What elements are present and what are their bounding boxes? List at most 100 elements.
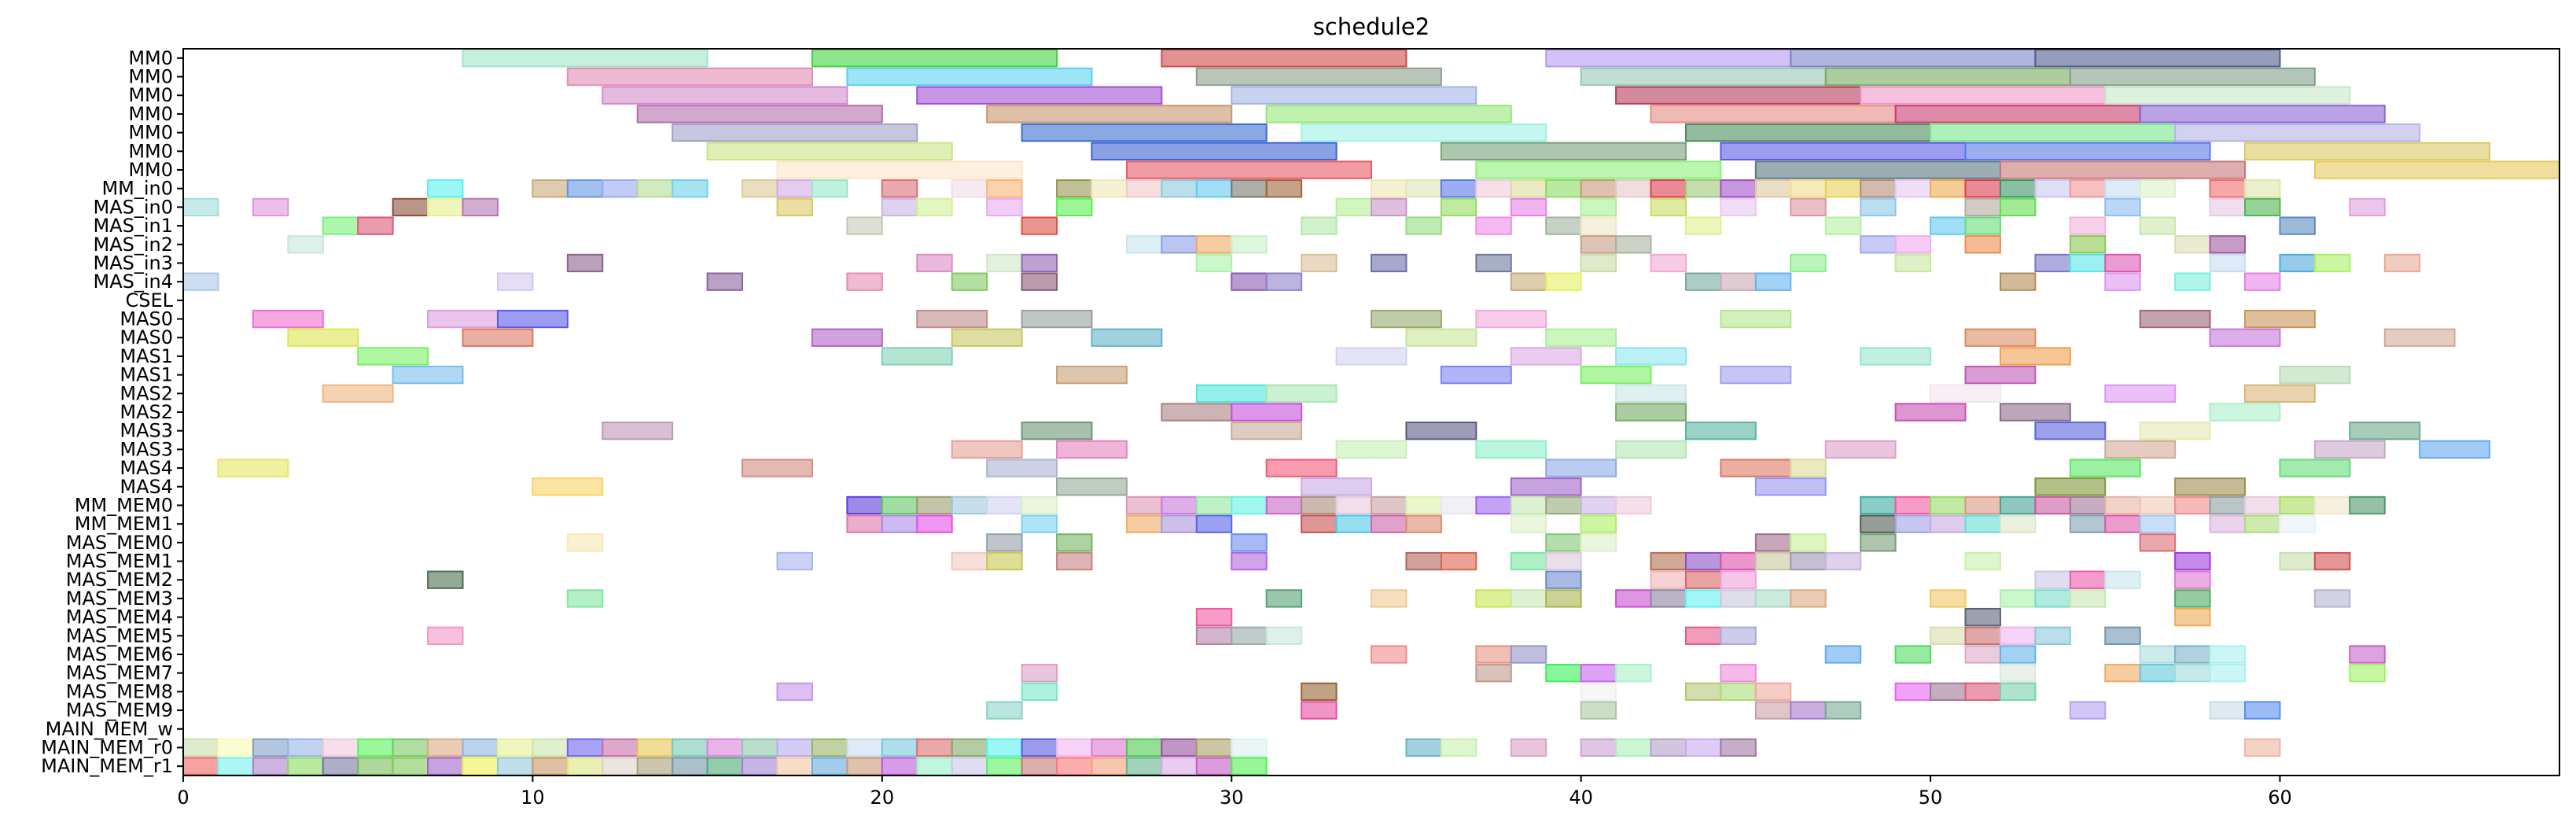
- task-bar: [2174, 664, 2211, 683]
- task-bar: [2139, 422, 2211, 440]
- task-bar: [1335, 197, 1373, 217]
- task-bar: [1894, 179, 1932, 198]
- task-bar: [986, 459, 1058, 477]
- task-bar: [1265, 384, 1338, 403]
- task-bar: [1091, 179, 1128, 198]
- task-bar: [1930, 514, 1967, 533]
- x-tick-label: 30: [1220, 787, 1244, 809]
- task-bar: [1580, 179, 1617, 198]
- task-bar: [2209, 664, 2247, 683]
- task-bar: [2069, 459, 2141, 477]
- task-bar: [2034, 477, 2107, 496]
- task-bar: [1475, 645, 1512, 664]
- task-bar: [1684, 216, 1722, 235]
- task-bar: [1650, 589, 1687, 608]
- task-bar: [1371, 309, 1442, 329]
- task-bar: [1056, 365, 1128, 385]
- task-bar: [1615, 384, 1687, 403]
- task-bar: [1161, 403, 1233, 422]
- task-bar: [1754, 701, 1792, 720]
- task-bar: [2174, 551, 2211, 571]
- task-bar: [2139, 309, 2211, 329]
- task-bar: [2209, 328, 2281, 347]
- task-bar: [846, 272, 883, 291]
- task-bar: [566, 589, 604, 608]
- task-bar: [566, 533, 604, 552]
- task-bar: [846, 67, 1093, 87]
- task-bar: [252, 738, 289, 757]
- task-bar: [1335, 440, 1408, 459]
- task-bar: [1580, 738, 1617, 757]
- task-bar: [1824, 67, 2071, 87]
- task-bar: [1684, 422, 1757, 440]
- task-bar: [2104, 440, 2177, 459]
- task-bar: [2139, 105, 2386, 123]
- task-bar: [1021, 496, 1058, 515]
- task-bar: [2104, 86, 2351, 105]
- task-bar: [742, 459, 813, 477]
- task-bar: [1021, 738, 1058, 757]
- task-bar: [881, 757, 918, 776]
- task-bar: [2034, 626, 2071, 645]
- task-bar: [846, 738, 883, 757]
- task-bar: [1195, 179, 1233, 198]
- task-bar: [1964, 514, 2001, 533]
- task-bar: [1125, 496, 1163, 515]
- task-bar: [1930, 682, 1967, 702]
- task-bar: [1999, 272, 2037, 291]
- y-tick-label: MAS_MEM9: [66, 699, 173, 721]
- task-bar: [1231, 422, 1303, 440]
- task-bar: [392, 738, 429, 757]
- task-bar: [566, 179, 604, 198]
- x-tick-label: 10: [521, 787, 545, 809]
- task-bar: [2104, 197, 2141, 217]
- task-bar: [636, 105, 883, 123]
- task-bar: [1720, 179, 1757, 198]
- y-tick-label: MAS_in4: [93, 271, 173, 293]
- task-bar: [1860, 86, 2107, 105]
- x-axis: 0 10 20 30 40 50 60: [177, 776, 2292, 809]
- task-bar: [462, 197, 499, 217]
- task-bar: [1021, 682, 1058, 702]
- task-bar: [357, 738, 394, 757]
- task-bar: [1580, 682, 1617, 702]
- task-bar: [1580, 235, 1617, 254]
- task-bar: [1440, 142, 1687, 160]
- x-tick-label: 60: [2268, 787, 2292, 809]
- task-bar: [1964, 235, 2001, 254]
- task-bar: [1125, 235, 1163, 254]
- task-bar: [1371, 179, 1408, 198]
- task-bar: [1964, 551, 2001, 571]
- task-bar: [2069, 179, 2107, 198]
- task-bar: [2209, 701, 2247, 720]
- task-bar: [1265, 589, 1303, 608]
- task-bar: [672, 738, 708, 757]
- task-bar: [2069, 496, 2107, 515]
- task-bar: [1754, 551, 1792, 571]
- task-bar: [322, 384, 394, 403]
- task-bar: [1545, 459, 1617, 477]
- task-bar: [2349, 496, 2386, 515]
- task-bar: [357, 216, 394, 235]
- task-bar: [1125, 757, 1163, 776]
- task-bar: [881, 738, 918, 757]
- task-bar: [986, 701, 1023, 720]
- task-bar: [811, 738, 848, 757]
- task-bar: [1510, 477, 1582, 496]
- task-bar: [1475, 664, 1512, 683]
- task-bar: [2244, 514, 2281, 533]
- task-bar: [1161, 496, 1198, 515]
- task-bar: [1371, 253, 1408, 273]
- task-bar: [2104, 253, 2141, 273]
- task-bar: [1824, 551, 1862, 571]
- task-bar: [1860, 197, 1897, 217]
- task-bar: [1580, 496, 1617, 515]
- task-bar: [1405, 551, 1442, 571]
- task-bar: [742, 757, 778, 776]
- task-bar: [1720, 197, 1757, 217]
- task-bar: [1371, 496, 1408, 515]
- task-bar: [1824, 440, 1897, 459]
- task-bar: [1231, 757, 1268, 776]
- task-bar: [1650, 551, 1687, 571]
- task-bar: [1545, 49, 1792, 68]
